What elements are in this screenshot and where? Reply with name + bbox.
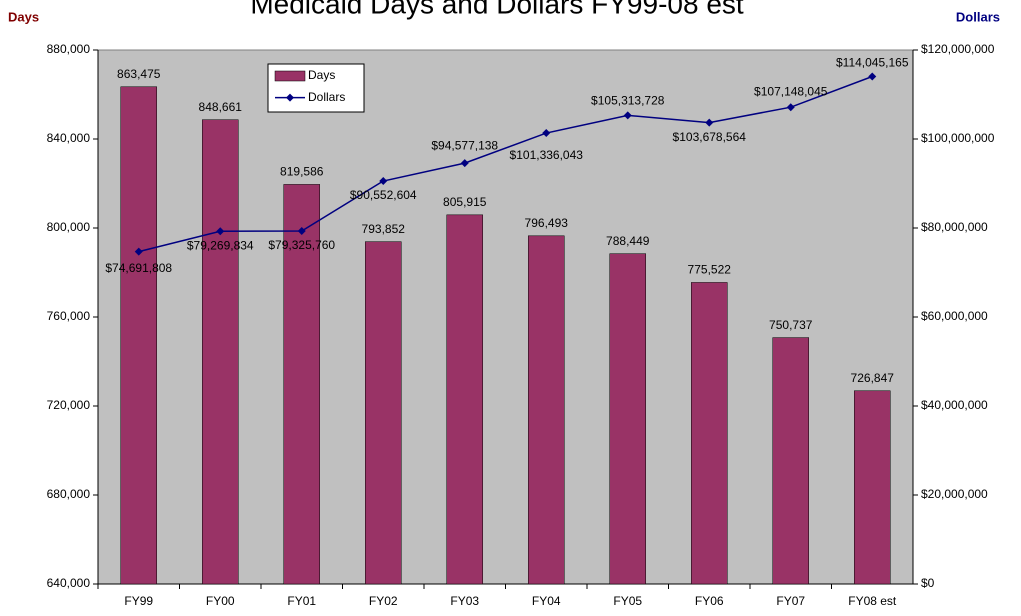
y2-tick-label: $120,000,000 xyxy=(921,42,995,56)
line-value-label: $90,552,604 xyxy=(350,188,417,202)
line-value-label: $105,313,728 xyxy=(591,94,665,108)
bar-value-label: 726,847 xyxy=(851,371,895,385)
bar-value-label: 819,586 xyxy=(280,165,324,179)
bar-value-label: 848,661 xyxy=(199,100,243,114)
y2-tick-label: $100,000,000 xyxy=(921,131,995,145)
chart-title: Medicaid Days and Dollars FY99-08 est xyxy=(250,0,744,19)
x-tick-label: FY03 xyxy=(450,594,479,608)
bar xyxy=(202,119,239,585)
y2-tick-label: $80,000,000 xyxy=(921,220,988,234)
bar-value-label: 793,852 xyxy=(362,222,406,236)
line-value-label: $94,577,138 xyxy=(431,138,498,152)
line-value-label: $114,045,165 xyxy=(836,56,909,70)
line-value-label: $79,325,760 xyxy=(268,238,335,252)
dollars-line xyxy=(138,75,873,253)
y-tick-label: 720,000 xyxy=(47,398,91,412)
x-tick-label: FY99 xyxy=(124,594,153,608)
dollars-marker xyxy=(297,227,306,236)
line-value-label: $107,148,045 xyxy=(754,84,828,98)
y-tick-label: 840,000 xyxy=(47,131,91,145)
y2-axis-title: Dollars xyxy=(956,9,1000,24)
dollars-marker xyxy=(379,177,388,186)
legend-swatch-bar xyxy=(274,70,306,82)
line-value-label: $79,269,834 xyxy=(187,238,254,252)
legend-label: Dollars xyxy=(308,90,345,104)
bar xyxy=(691,282,728,585)
bar xyxy=(528,235,565,585)
y-tick-label: 760,000 xyxy=(47,309,91,323)
dollars-marker xyxy=(216,227,225,236)
bar-value-label: 750,737 xyxy=(769,318,813,332)
bar-value-label: 796,493 xyxy=(525,216,569,230)
y2-tick-label: $0 xyxy=(921,576,935,590)
y2-tick-label: $40,000,000 xyxy=(921,398,988,412)
dollars-marker xyxy=(542,129,551,138)
y2-tick-label: $20,000,000 xyxy=(921,487,988,501)
dollars-marker xyxy=(460,159,469,168)
x-tick-label: FY01 xyxy=(287,594,316,608)
bar xyxy=(120,86,157,585)
x-tick-label: FY07 xyxy=(776,594,805,608)
line-value-label: $101,336,043 xyxy=(510,148,584,162)
bar-value-label: 863,475 xyxy=(117,67,161,81)
x-tick-label: FY00 xyxy=(206,594,235,608)
x-tick-label: FY06 xyxy=(695,594,724,608)
y-tick-label: 680,000 xyxy=(47,487,91,501)
line-value-label: $103,678,564 xyxy=(673,130,747,144)
bar xyxy=(283,184,320,585)
y-axis-title: Days xyxy=(8,9,39,24)
bar-value-label: 805,915 xyxy=(443,195,487,209)
legend-marker xyxy=(286,93,294,102)
dollars-marker xyxy=(868,72,877,81)
dollars-marker xyxy=(134,247,143,256)
y-tick-label: 800,000 xyxy=(47,220,91,234)
bar xyxy=(446,214,483,585)
line-value-label: $74,691,808 xyxy=(105,261,172,275)
bar-value-label: 775,522 xyxy=(688,263,732,277)
x-tick-label: FY02 xyxy=(369,594,398,608)
x-tick-label: FY08 est xyxy=(848,594,897,608)
y-tick-label: 880,000 xyxy=(47,42,91,56)
bar-value-label: 788,449 xyxy=(606,234,650,248)
dollars-marker xyxy=(786,103,795,112)
x-tick-label: FY04 xyxy=(532,594,561,608)
bar xyxy=(609,253,646,585)
bar xyxy=(772,337,809,585)
bar xyxy=(365,241,402,585)
bar xyxy=(854,390,891,585)
y-tick-label: 640,000 xyxy=(47,576,91,590)
legend-label: Days xyxy=(308,68,335,82)
y2-tick-label: $60,000,000 xyxy=(921,309,988,323)
dollars-marker xyxy=(623,111,632,120)
dollars-marker xyxy=(705,118,714,127)
x-tick-label: FY05 xyxy=(613,594,642,608)
